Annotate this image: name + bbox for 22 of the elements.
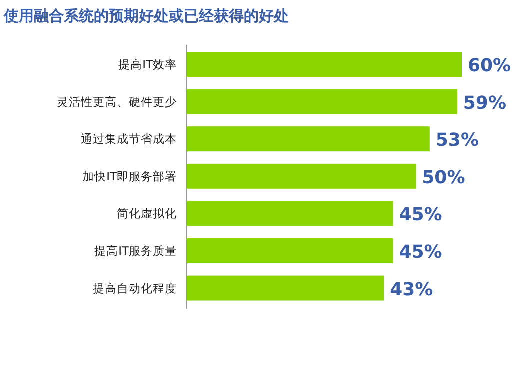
bar [187,89,458,114]
bar [187,201,394,226]
data-label: 50% [422,167,466,188]
y-tick-label: 通过集成节省成本 [81,132,177,146]
y-tick-label: 提高IT服务质量 [94,244,177,258]
y-tick-label: 简化虚拟化 [117,206,177,221]
bar [187,52,462,77]
data-label: 45% [399,242,442,263]
bar [187,238,394,264]
chart-title: 使用融合系统的预期好处或已经获得的好处 [3,7,289,25]
bar [187,276,384,301]
data-label: 53% [436,130,480,152]
y-tick-label: 灵活性更高、硬件更少 [57,94,177,109]
data-label: 45% [399,204,442,226]
y-tick-label: 提高IT效率 [118,58,177,72]
bar [187,126,430,152]
y-tick-label: 加快IT即服务部署 [82,169,177,184]
y-tick-label: 提高自动化程度 [93,281,177,296]
data-label: 43% [390,279,434,300]
data-label: 60% [468,56,512,76]
bar [187,164,416,189]
data-label: 59% [463,92,507,114]
